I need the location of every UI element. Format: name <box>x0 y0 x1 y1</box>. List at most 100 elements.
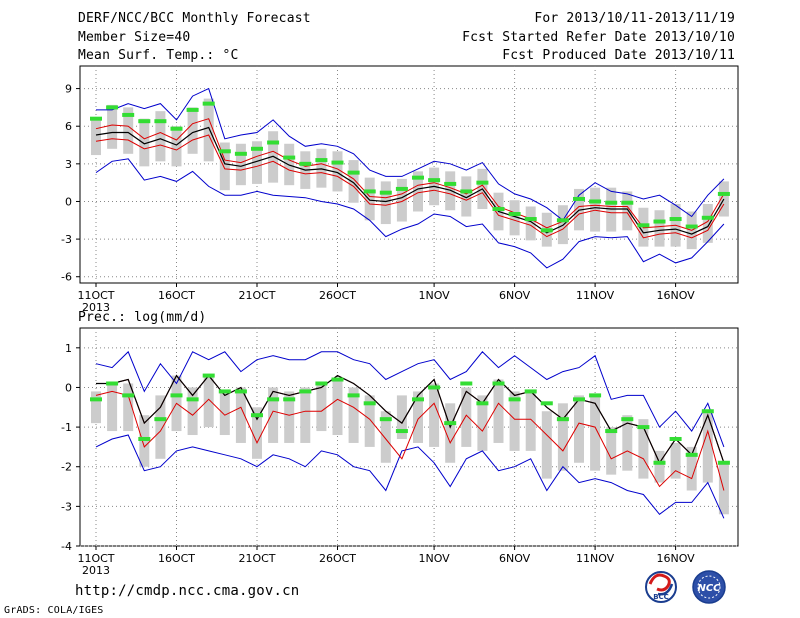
spread-box <box>429 383 440 447</box>
spread-box <box>509 200 520 236</box>
member-mark <box>589 393 602 398</box>
spread-box <box>332 151 343 192</box>
member-mark <box>637 223 650 228</box>
member-mark <box>573 397 585 402</box>
x-tick-label: 1NOV <box>418 289 450 302</box>
ncc-logo-text: NCC <box>697 583 721 594</box>
spread-box <box>219 391 230 436</box>
member-mark <box>154 417 167 422</box>
spread-box <box>541 411 552 479</box>
spread-box <box>235 387 246 443</box>
member-mark <box>395 186 408 191</box>
member-mark <box>299 161 312 166</box>
spread-box <box>300 387 311 443</box>
spread-box <box>155 111 166 162</box>
y-tick-label: 1 <box>65 342 72 355</box>
spread-box <box>91 391 101 424</box>
spread-box <box>348 387 359 443</box>
spread-box <box>316 148 327 188</box>
temperature-panel: -6 -3 0 3 6 9 11OCT 16OCT 21OCT 26OCT 1NOV 6NOV 11NO… <box>61 65 739 314</box>
spread-box <box>461 387 472 447</box>
spread-box <box>396 395 407 439</box>
ncc-logo: NCC <box>692 570 726 604</box>
spread-box <box>461 176 472 217</box>
member-mark <box>315 158 328 163</box>
member-mark <box>347 393 360 398</box>
member-mark <box>299 389 312 394</box>
member-mark <box>331 160 344 165</box>
x-tick-label: 26OCT <box>319 552 356 565</box>
y-tick-label: 0 <box>65 381 72 394</box>
grads-credit: GrADS: COLA/IGES <box>4 605 104 616</box>
spread-box <box>203 98 214 162</box>
x-tick-label: 11OCT <box>77 289 114 302</box>
spread-box <box>413 391 423 443</box>
member-mark <box>540 401 553 406</box>
spread-box <box>155 395 166 459</box>
spread-box <box>364 177 375 221</box>
member-mark <box>395 429 408 434</box>
spread-box <box>123 383 134 432</box>
spread-box <box>268 387 279 443</box>
spread-box <box>654 210 665 247</box>
spread-box <box>348 160 359 203</box>
fcst-started-date: Fcst Started Refer Date 2013/10/10 <box>462 30 735 45</box>
ensemble-mean-line <box>96 374 725 465</box>
member-mark <box>251 146 263 151</box>
member-mark <box>428 385 441 390</box>
spread-box <box>91 117 101 156</box>
x-year-label: 2013 <box>82 564 110 577</box>
member-mark <box>508 397 521 402</box>
x-tick-label: 1NOV <box>418 552 450 565</box>
member-mark <box>685 224 698 229</box>
member-mark <box>122 112 135 117</box>
y-tick-label: -1 <box>61 421 72 434</box>
member-size: Member Size=40 <box>78 30 191 45</box>
upper-envelope-line <box>96 87 725 222</box>
y-tick-label: -3 <box>61 500 72 513</box>
member-mark <box>170 393 183 398</box>
member-mark <box>283 155 296 160</box>
lower-spread-line <box>95 390 725 491</box>
member-mark <box>267 397 280 402</box>
spread-box <box>622 191 633 231</box>
plot-frame <box>79 65 739 284</box>
spread-box <box>187 387 198 436</box>
member-mark <box>605 429 618 434</box>
member-mark <box>412 397 424 402</box>
x-tick-label: 11OCT <box>77 552 114 565</box>
bcc-logo: BCC <box>645 571 677 603</box>
member-mark <box>524 389 537 394</box>
x-year-label: 2013 <box>82 301 110 314</box>
member-mark <box>444 421 457 426</box>
y-tick-label: -2 <box>61 461 72 474</box>
spread-box <box>670 442 681 479</box>
spread-box <box>638 419 649 479</box>
member-mark <box>90 397 102 402</box>
spread-box <box>252 407 262 459</box>
member-mark <box>138 119 151 124</box>
member-mark <box>170 126 183 131</box>
member-mark <box>379 190 392 195</box>
member-mark <box>460 381 473 386</box>
member-mark <box>202 373 215 378</box>
source-url[interactable]: http://cmdp.ncc.cma.gov.cn <box>75 583 300 599</box>
member-mark <box>234 151 247 156</box>
member-mark <box>460 189 473 194</box>
member-mark <box>234 389 247 394</box>
member-mark <box>637 425 650 430</box>
member-mark <box>621 417 634 422</box>
y-tick-label: 9 <box>65 83 72 96</box>
spread-box <box>718 462 729 515</box>
member-mark <box>363 189 376 194</box>
spread-box <box>252 141 262 184</box>
bcc-logo-text: BCC <box>653 593 669 601</box>
spread-box <box>525 206 536 241</box>
spread-box <box>557 403 568 471</box>
y-tick-label: 3 <box>65 158 72 171</box>
member-mark <box>315 381 328 386</box>
x-tick-label: 16OCT <box>158 289 195 302</box>
spread-box <box>606 427 617 475</box>
spread-box <box>622 415 633 471</box>
member-mark <box>138 436 151 441</box>
